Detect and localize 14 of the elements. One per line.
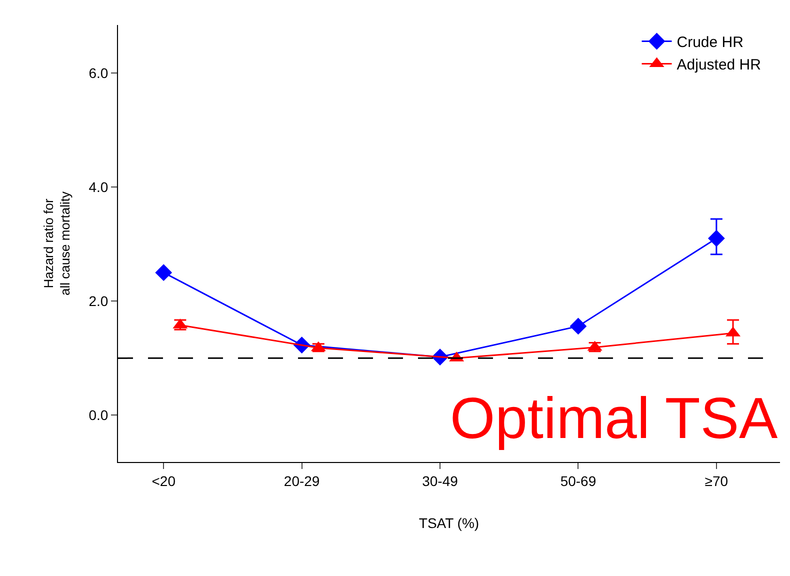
- legend-label: Crude HR: [676, 34, 744, 52]
- y-tick-label: 2.0: [88, 293, 108, 310]
- y-tick-label: 0.0: [88, 407, 108, 424]
- x-tick-label: <20: [152, 472, 176, 489]
- y-tick-label: 6.0: [88, 64, 108, 81]
- annotation: Optimal TSA: [450, 386, 778, 451]
- y-axis-title: Hazard ratio for all cause mortality: [40, 190, 73, 296]
- x-tick-label: 30-49: [422, 472, 458, 489]
- x-axis-title: TSAT (%): [418, 515, 480, 532]
- y-tick-label: 4.0: [88, 178, 108, 195]
- legend-label: Adjusted HR: [676, 56, 762, 74]
- x-tick-label: 50-69: [560, 472, 596, 489]
- x-tick-label: 20-29: [284, 472, 320, 489]
- x-tick-label: ≥70: [704, 472, 728, 489]
